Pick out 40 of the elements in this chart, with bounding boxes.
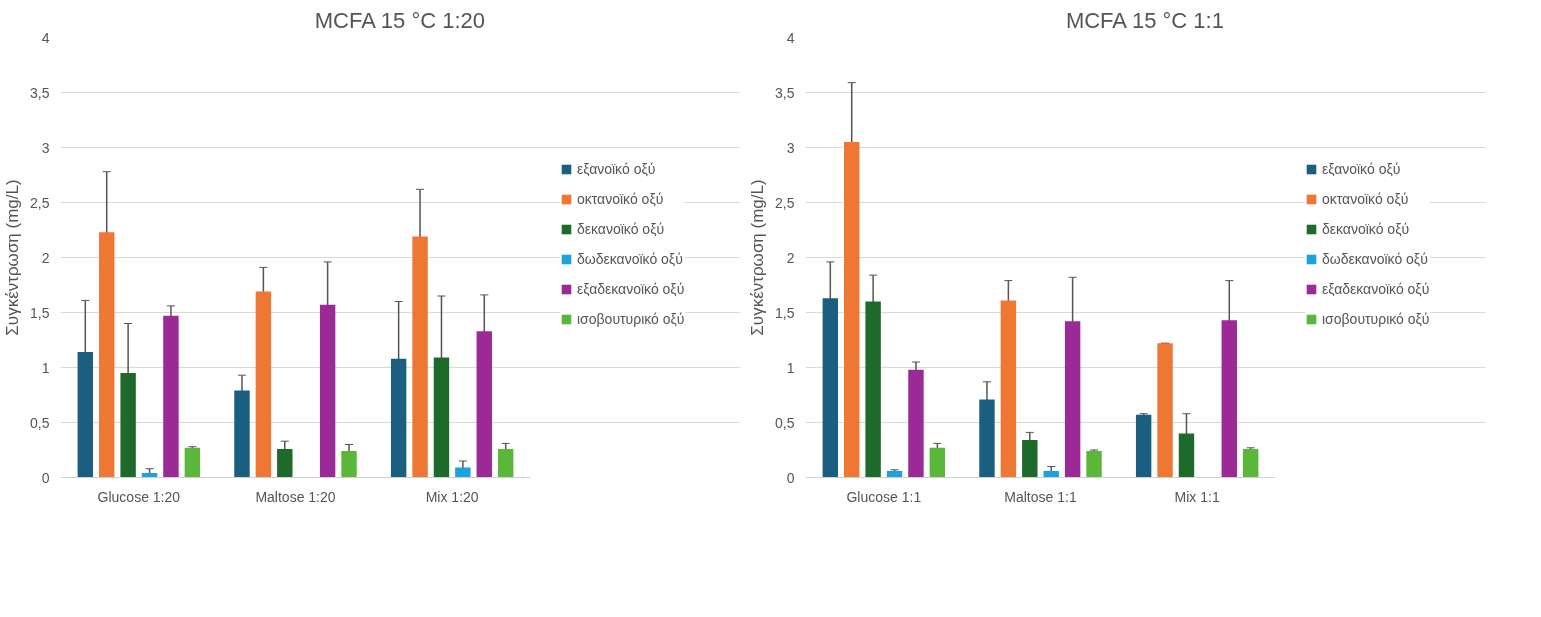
y-tick-label: 0 bbox=[786, 469, 795, 486]
chart-title: MCFA 15 °C 1:1 bbox=[1065, 7, 1224, 33]
x-tick-label: Glucose 1:20 bbox=[97, 488, 181, 505]
y-tick-label: 0,5 bbox=[30, 414, 50, 431]
legend-label: δωδεκανοϊκό οξύ bbox=[1322, 251, 1428, 267]
y-tick-label: 2,5 bbox=[775, 194, 795, 211]
y-axis-title: Συγκέντρωση (mg/L) bbox=[748, 179, 768, 336]
y-tick-label: 1,5 bbox=[30, 304, 50, 321]
legend-label: δεκανοϊκό οξύ bbox=[577, 221, 665, 237]
x-tick-label: Maltose 1:20 bbox=[255, 488, 336, 505]
y-tick-label: 0,5 bbox=[775, 414, 795, 431]
legend-label: δωδεκανοϊκό οξύ bbox=[577, 251, 683, 267]
legend-label: εξανοϊκό οξύ bbox=[577, 161, 656, 177]
x-tick-label: Mix 1:20 bbox=[425, 488, 479, 505]
legend-label: οκτανοϊκό οξύ bbox=[577, 191, 664, 207]
x-tick-label: Maltose 1:1 bbox=[1004, 488, 1077, 505]
y-tick-label: 1 bbox=[786, 359, 795, 376]
legend-label: οκτανοϊκό οξύ bbox=[1322, 191, 1409, 207]
y-tick-label: 2,5 bbox=[30, 194, 50, 211]
y-tick-label: 0 bbox=[41, 469, 50, 486]
legend-label: δεκανοϊκό οξύ bbox=[1322, 221, 1410, 237]
y-tick-label: 4 bbox=[786, 29, 795, 46]
y-tick-label: 3 bbox=[786, 139, 795, 156]
y-tick-label: 1,5 bbox=[775, 304, 795, 321]
y-tick-label: 3,5 bbox=[30, 84, 50, 101]
x-tick-label: Mix 1:1 bbox=[1174, 488, 1220, 505]
y-tick-label: 3,5 bbox=[775, 84, 795, 101]
legend-label: εξανοϊκό οξύ bbox=[1322, 161, 1401, 177]
x-tick-label: Glucose 1:1 bbox=[846, 488, 922, 505]
legend-label: εξαδεκανοϊκό οξύ bbox=[1322, 281, 1430, 297]
y-tick-label: 4 bbox=[41, 29, 50, 46]
y-tick-label: 3 bbox=[41, 139, 50, 156]
legend-label: ισοβουτυρικό οξύ bbox=[577, 311, 685, 327]
legend-label: εξαδεκανοϊκό οξύ bbox=[577, 281, 685, 297]
chart-title: MCFA 15 °C 1:20 bbox=[314, 7, 486, 33]
y-axis-title: Συγκέντρωση (mg/L) bbox=[3, 179, 23, 336]
y-tick-label: 1 bbox=[41, 359, 50, 376]
y-tick-label: 2 bbox=[41, 249, 50, 266]
y-tick-label: 2 bbox=[786, 249, 795, 266]
legend-label: ισοβουτυρικό οξύ bbox=[1322, 311, 1430, 327]
